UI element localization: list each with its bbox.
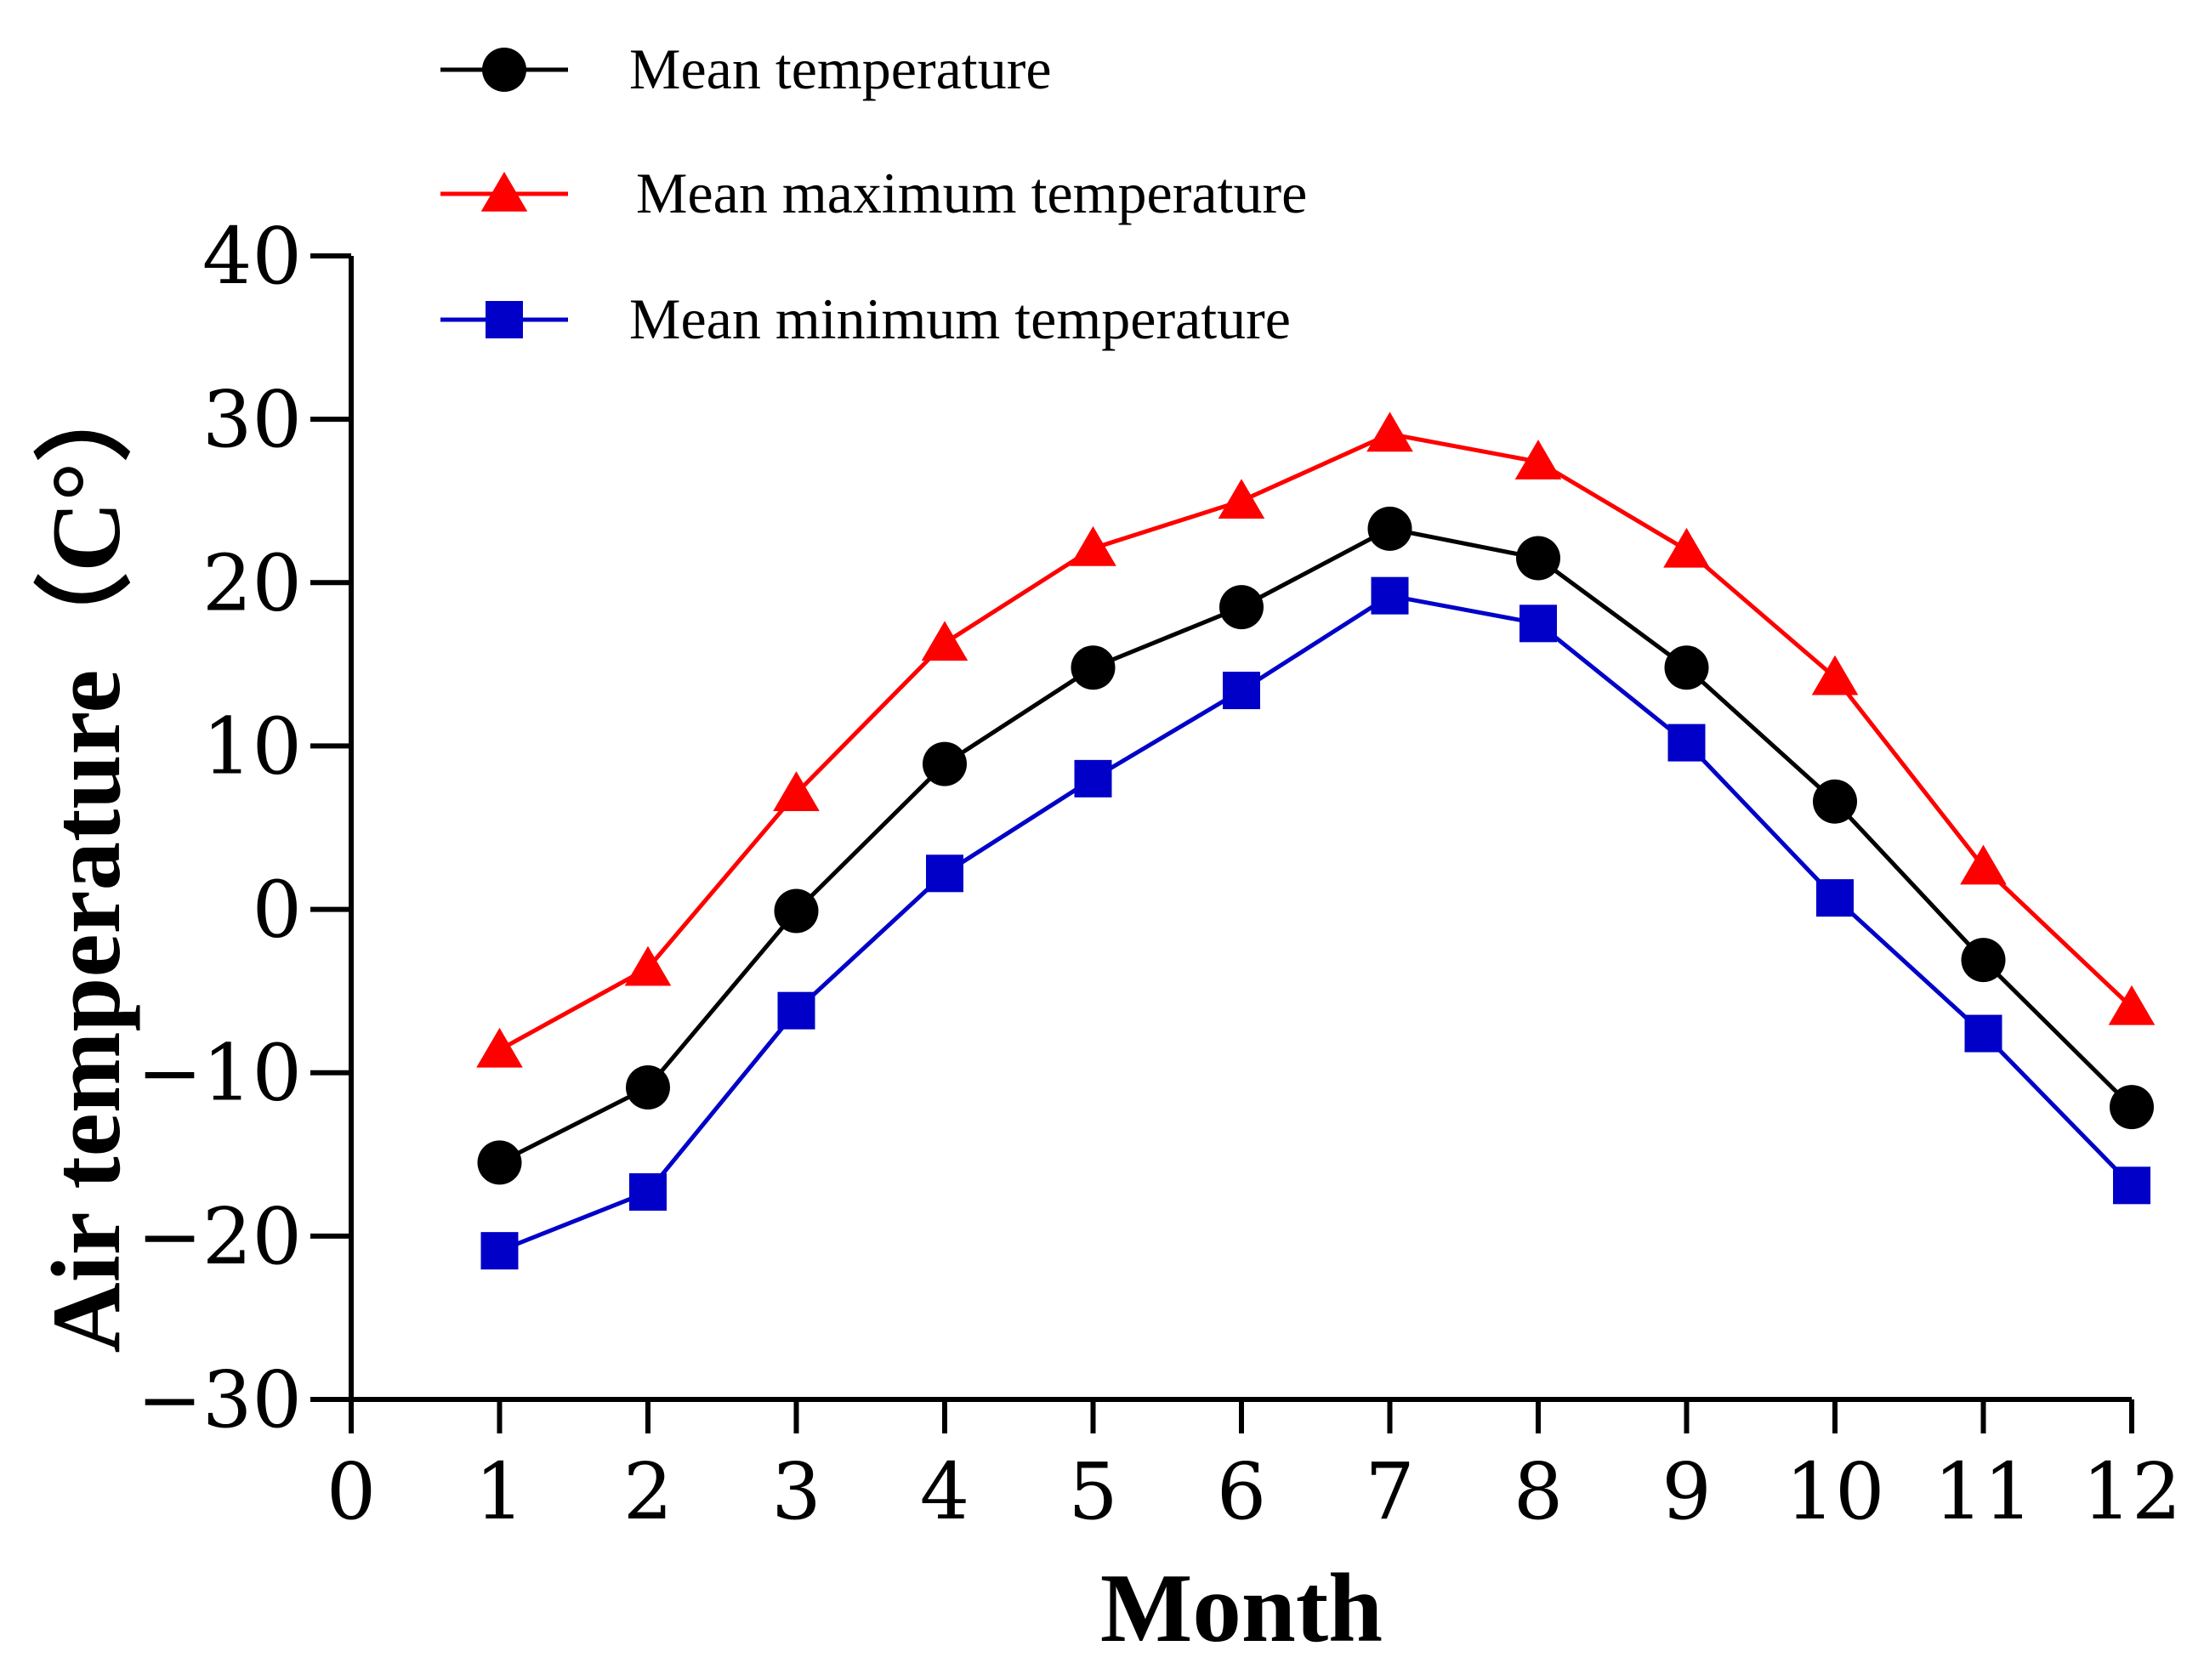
- data-point: [1961, 938, 2006, 983]
- legend-label: Mean maximum temperature: [636, 161, 1307, 225]
- data-point: [624, 945, 672, 986]
- data-point: [477, 1140, 522, 1185]
- x-tick-label: 10: [1785, 1446, 1884, 1537]
- x-tick-label: 1: [474, 1446, 525, 1537]
- data-point: [777, 991, 815, 1030]
- series-line: [498, 526, 2133, 1165]
- y-tick-label: 20: [202, 537, 302, 628]
- y-tick-label: 40: [202, 211, 302, 302]
- data-point: [1663, 527, 1710, 568]
- y-tick-label: −20: [137, 1191, 302, 1282]
- data-point: [1516, 536, 1560, 581]
- data-point: [1218, 479, 1265, 519]
- x-tick-label: 6: [1217, 1446, 1267, 1537]
- series-2: [480, 576, 2150, 1270]
- x-tick-label: 5: [1068, 1446, 1118, 1537]
- data-point: [921, 621, 969, 661]
- series-0: [477, 506, 2154, 1185]
- data-point: [1816, 879, 1854, 917]
- y-ticks: −30 −20 −10 0 10 20 30 40: [137, 211, 351, 1445]
- data-point: [1071, 645, 1116, 690]
- data-point: [629, 1172, 667, 1211]
- x-axis-title: Month: [1100, 1554, 1383, 1662]
- x-tick-label: 12: [2082, 1446, 2181, 1537]
- y-axis-title: Air temperature（C°）: [32, 365, 140, 1354]
- x-tick-label: 7: [1365, 1446, 1415, 1537]
- data-point: [923, 741, 967, 786]
- y-tick-label: 0: [252, 865, 302, 956]
- legend-label: Mean temperature: [629, 37, 1052, 101]
- data-point: [1074, 759, 1112, 797]
- data-point: [1366, 411, 1413, 452]
- data-point: [1960, 844, 2007, 885]
- x-ticks: 0 1 2 3 4 5 6 7 8 9 10 11 12: [327, 1399, 2182, 1537]
- data-point: [1664, 645, 1709, 690]
- legend: Mean temperature Mean maximum temperature…: [440, 37, 1307, 351]
- x-tick-label: 11: [1934, 1446, 2033, 1537]
- data-point: [2110, 1085, 2154, 1130]
- y-tick-label: −10: [137, 1028, 302, 1119]
- x-tick-label: 0: [327, 1446, 377, 1537]
- series-line: [498, 593, 2133, 1253]
- data-point: [1367, 506, 1412, 551]
- series-line: [498, 431, 2133, 1053]
- data-point: [476, 1027, 523, 1068]
- legend-marker: [486, 301, 523, 338]
- data-point: [1667, 724, 1706, 762]
- data-point: [626, 1065, 670, 1110]
- x-tick-label: 8: [1514, 1446, 1564, 1537]
- data-point: [1813, 779, 1857, 824]
- legend-marker: [480, 172, 528, 212]
- data-point: [1070, 525, 1116, 566]
- y-tick-label: 30: [202, 374, 302, 465]
- data-point: [1520, 604, 1557, 643]
- data-point: [480, 1232, 519, 1270]
- x-tick-label: 2: [623, 1446, 673, 1537]
- series-1: [476, 411, 2156, 1068]
- data-point: [1223, 672, 1260, 710]
- data-point: [2108, 985, 2156, 1025]
- data-point: [1811, 655, 1859, 695]
- data-point: [1964, 1014, 2002, 1053]
- x-tick-label: 9: [1662, 1446, 1712, 1537]
- x-tick-label: 4: [920, 1446, 970, 1537]
- data-point: [926, 854, 963, 893]
- y-tick-label: 10: [202, 701, 302, 792]
- legend-item: Mean temperature: [440, 37, 1052, 101]
- legend-marker: [482, 48, 526, 92]
- data-point: [1219, 585, 1264, 630]
- data-point: [2113, 1166, 2150, 1205]
- x-tick-label: 3: [771, 1446, 821, 1537]
- data-point: [773, 771, 820, 811]
- legend-item: Mean minimum temperature: [440, 287, 1291, 351]
- data-point: [1371, 576, 1409, 615]
- data-point: [1514, 440, 1562, 480]
- y-tick-label: −30: [137, 1354, 302, 1445]
- data-point: [774, 888, 819, 934]
- legend-label: Mean minimum temperature: [629, 287, 1291, 351]
- series-layer: [476, 411, 2156, 1270]
- legend-item: Mean maximum temperature: [440, 161, 1307, 225]
